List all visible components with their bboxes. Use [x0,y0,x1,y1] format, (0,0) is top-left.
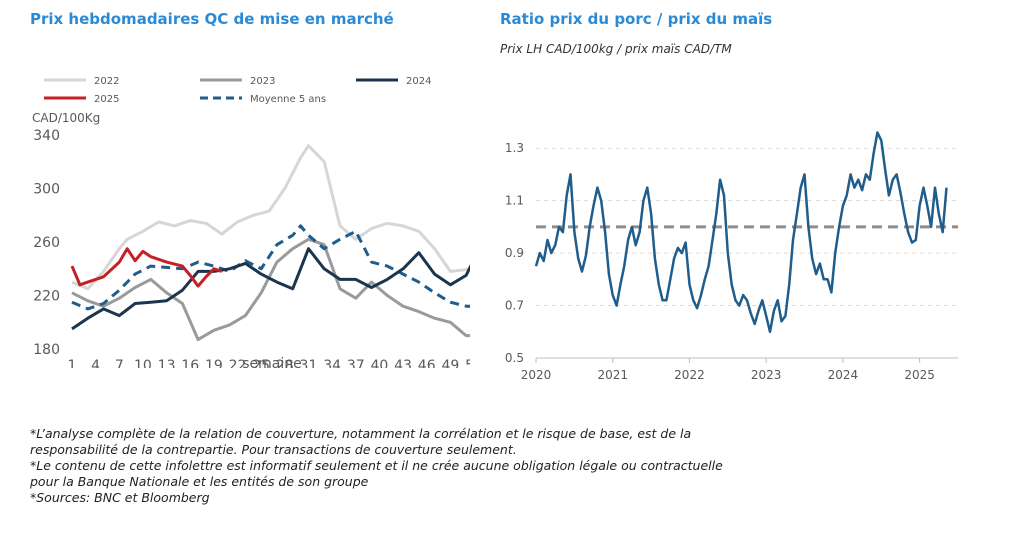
footnote-line: responsabilité de la contrepartie. Pour … [30,442,517,457]
x-tick-label: 2020 [521,368,552,382]
x-tick-label: 28 [276,358,294,368]
x-tick-label: 34 [323,358,341,368]
footnote-line: *Sources: BNC et Bloomberg [30,490,210,505]
legend-label: 2024 [406,76,431,87]
series-line-2024 [71,247,470,331]
x-tick-label: 2025 [904,368,935,382]
x-tick-label: 25 [252,358,270,368]
x-tick-label: 43 [394,358,412,368]
y-tick-label: 340 [33,128,60,144]
x-tick-label: 2023 [751,368,782,382]
y-tick-label: 0.5 [505,351,524,365]
y-tick-label: 260 [33,235,60,251]
footnote-line: pour la Banque Nationale et les entités … [30,474,369,489]
series-line-2025 [70,247,223,288]
hog-corn-ratio-chart: 0.5 0.7 0.9 1.1 1.3 2020 2021 2022 2023 2024 2025 [505,131,958,382]
legend-label: 2025 [94,94,119,105]
y-tick-label: 300 [33,182,60,198]
right-chart-title: Ratio prix du porc / prix du maïs [500,10,773,28]
x-tick-label: 22 [229,358,247,368]
series-line-2022 [71,144,470,291]
x-tick-label: 1 [68,358,77,368]
x-tick-label: 2022 [674,368,705,382]
x-tick-label: 37 [347,358,365,368]
x-tick-label: 4 [91,358,100,368]
x-tick-label: 52 [465,358,470,368]
x-tick-label: 7 [115,358,124,368]
legend-label: 2023 [250,76,275,87]
y-tick-label: 1.1 [505,194,524,208]
ratio-series-line [534,131,948,334]
x-tick-label: 19 [205,358,223,368]
y-tick-label: 180 [33,342,60,358]
x-tick-label: 10 [134,358,152,368]
footnote-line: *L’analyse complète de la relation de co… [30,426,692,441]
right-chart-subtitle: Prix LH CAD/100kg / prix maïs CAD/TM [500,42,732,56]
footnotes: *L’analyse complète de la relation de co… [30,426,930,506]
y-tick-label: 220 [33,289,60,305]
x-tick-label: 2024 [828,368,859,382]
legend-label: 2022 [94,76,119,87]
x-tick-label: 16 [181,358,199,368]
x-tick-label: 46 [418,358,436,368]
y-tick-label: 0.7 [505,299,524,313]
x-tick-label: 13 [158,358,176,368]
series-line-2023 [71,237,470,342]
x-tick-label: 2021 [597,368,628,382]
footnote-line: *Le contenu de cette infolettre est info… [30,458,723,473]
y-tick-label: 1.3 [505,141,524,155]
x-tick-label: 40 [370,358,388,368]
x-axis-title: semaine [242,356,302,368]
x-tick-label: 31 [300,358,318,368]
left-chart-title: Prix hebdomadaires QC de mise en marché [30,10,394,28]
legend-label: Moyenne 5 ans [250,94,326,105]
y-tick-label: 0.9 [505,246,524,260]
weekly-price-chart: 2022 2023 2024 2025 Moyenne 5 ans CAD/100Kg 18… [32,76,470,368]
x-tick-label: 49 [441,358,459,368]
y-axis-label: CAD/100Kg [32,111,100,125]
